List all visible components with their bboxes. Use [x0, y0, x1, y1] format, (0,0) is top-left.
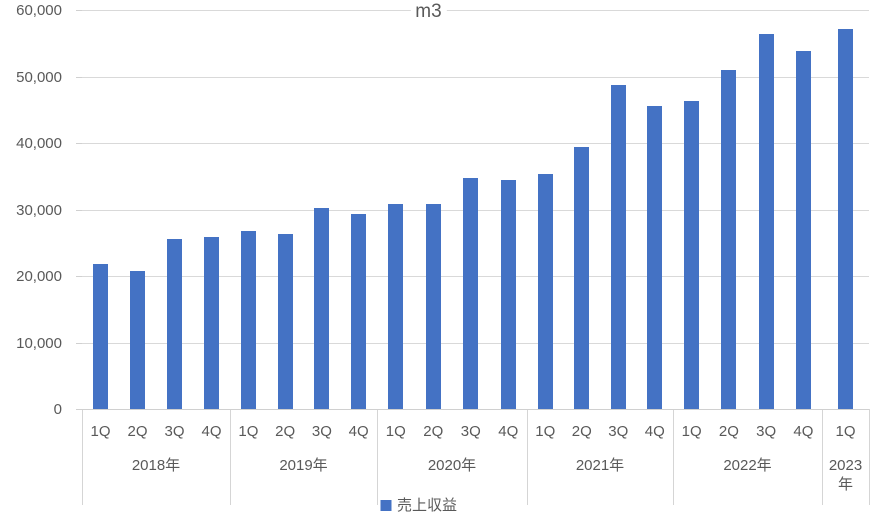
y-axis-tick-label: 40,000 [16, 135, 62, 152]
bar-2019-3Q [314, 207, 330, 409]
y-axis-tick [76, 209, 82, 211]
x-axis-year-label: 2019年 [279, 457, 328, 474]
y-axis-tick [76, 76, 82, 78]
x-axis-quarter-label: 4Q [793, 423, 814, 440]
y-axis-tick-label: 10,000 [16, 334, 62, 352]
x-axis-quarter-label: 3Q [311, 423, 332, 440]
bar-2019-2Q [277, 234, 293, 409]
year-group-divider [82, 409, 83, 505]
bar-2018-3Q [167, 238, 182, 409]
bar-2022-3Q [758, 33, 774, 409]
x-axis-quarter-label: 4Q [644, 423, 665, 440]
bar-2022-2Q [721, 69, 737, 409]
y-axis-tick [76, 342, 82, 344]
bar-2022-1Q [684, 101, 700, 409]
y-axis-tick [76, 409, 82, 410]
bar-2020-3Q [463, 178, 479, 409]
x-axis-quarter-label: 1Q [238, 423, 259, 440]
x-axis-line [82, 409, 869, 410]
x-axis-quarter-label: 2Q [423, 423, 444, 440]
bar-2018-2Q [130, 270, 145, 409]
x-axis-quarter-label: 4Q [348, 423, 369, 440]
x-axis-quarter-label: 3Q [756, 423, 777, 440]
y-axis-tick-label: 60,000 [16, 2, 62, 19]
bar-2018-1Q [93, 264, 108, 409]
bar-2020-1Q [388, 204, 404, 409]
legend: 売上収益 [379, 496, 458, 515]
x-axis-quarter-label: 1Q [681, 423, 702, 440]
x-axis-quarter-label: 4Q [201, 423, 222, 440]
bar-2021-2Q [574, 146, 590, 409]
year-group-divider [230, 409, 231, 505]
y-axis-tick-label: 0 [53, 401, 62, 418]
bar-2021-4Q [647, 106, 663, 409]
year-group-divider [527, 409, 528, 505]
bar-2019-1Q [240, 231, 256, 409]
y-axis-tick-label: 30,000 [16, 201, 62, 219]
bar-2021-3Q [610, 85, 626, 409]
bar-2018-4Q [204, 237, 219, 409]
year-group-divider [822, 409, 823, 505]
bar-2019-4Q [351, 214, 367, 409]
year-group-divider [869, 409, 870, 505]
x-axis-quarter-label: 2Q [127, 423, 148, 440]
x-axis-year-label: 2018年 [131, 457, 181, 474]
bar-2023-1Q [838, 29, 853, 409]
gridline [82, 10, 869, 11]
x-axis-year-label: 2020年 [427, 457, 477, 474]
x-axis-year-label: 2022年 [723, 457, 772, 474]
year-group-divider [377, 409, 378, 505]
x-axis-quarter-label: 1Q [90, 423, 111, 440]
y-axis-tick [76, 10, 82, 11]
x-axis-quarter-label: 2Q [571, 423, 592, 440]
x-axis-year-label: 2021年 [575, 457, 625, 474]
x-axis-quarter-label: 2Q [275, 423, 296, 440]
x-axis-quarter-label: 4Q [498, 423, 519, 440]
bar-2020-2Q [425, 204, 441, 409]
x-axis-quarter-label: 1Q [385, 423, 406, 440]
x-axis-quarter-label: 3Q [164, 423, 185, 440]
y-axis-tick [76, 276, 82, 277]
x-axis-quarter-label: 2Q [718, 423, 739, 440]
x-axis-quarter-label: 1Q [835, 423, 856, 440]
bar-2021-1Q [537, 174, 553, 409]
y-axis-tick-label: 50,000 [16, 68, 62, 86]
bar-2022-4Q [795, 51, 811, 409]
year-group-divider [673, 409, 674, 505]
x-axis-quarter-label: 3Q [460, 423, 481, 440]
x-axis-quarter-label: 3Q [608, 423, 629, 440]
x-axis-quarter-label: 1Q [535, 423, 556, 440]
gridline [82, 143, 869, 144]
x-axis-year-label: 2023年 [828, 457, 863, 493]
chart-title: m3 [410, 1, 447, 23]
bar-2020-4Q [500, 179, 516, 409]
legend-marker-icon [379, 500, 391, 511]
y-axis-tick [76, 143, 82, 144]
legend-label: 売上収益 [396, 497, 458, 514]
gridline [82, 76, 869, 78]
y-axis-tick-label: 20,000 [16, 268, 62, 285]
